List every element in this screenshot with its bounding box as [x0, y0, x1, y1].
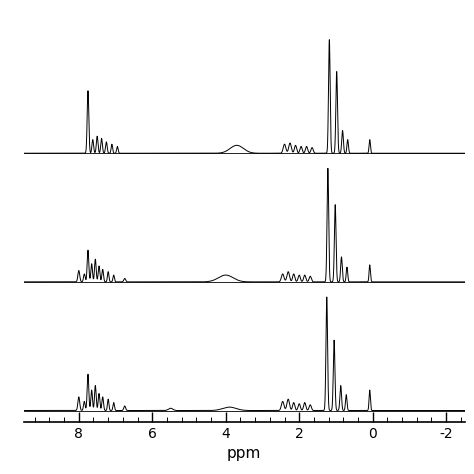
X-axis label: ppm: ppm [227, 447, 261, 461]
